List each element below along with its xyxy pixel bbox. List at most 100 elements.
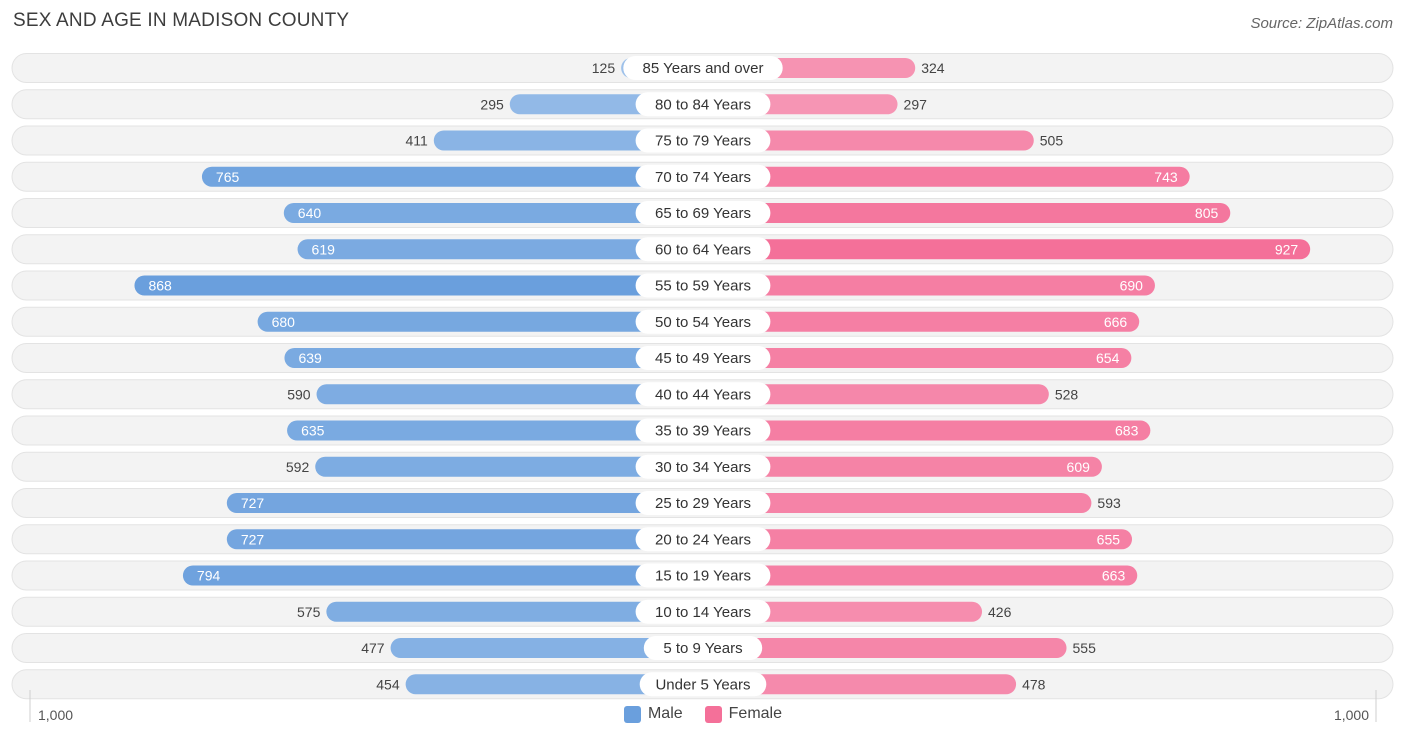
- category-label: 55 to 59 Years: [655, 278, 751, 295]
- male-bar: [287, 420, 703, 441]
- category-label-pill: [635, 382, 771, 407]
- category-label: 50 to 54 Years: [655, 314, 751, 331]
- category-label: 80 to 84 Years: [655, 96, 751, 113]
- axis-right-label: 1,000: [1333, 707, 1369, 723]
- category-label: Under 5 Years: [655, 676, 750, 693]
- male-value-label: 454: [376, 676, 400, 692]
- female-value-label: 297: [904, 96, 928, 112]
- male-bar: [226, 529, 703, 550]
- male-value-label: 125: [592, 60, 616, 76]
- category-label-pill: [639, 672, 767, 697]
- male-value-label: 640: [298, 205, 322, 221]
- male-bar: [405, 674, 703, 695]
- female-value-label: 666: [1104, 314, 1128, 330]
- male-value-label: 639: [298, 350, 322, 366]
- category-label: 20 to 24 Years: [655, 531, 751, 548]
- category-label-pill: [635, 309, 771, 334]
- female-value-label: 805: [1195, 205, 1219, 221]
- female-bar: [703, 529, 1133, 550]
- legend-item-male[interactable]: Male: [623, 705, 683, 723]
- male-bar: [226, 493, 703, 513]
- category-label-pill: [635, 164, 771, 189]
- male-bar: [182, 565, 703, 586]
- male-value-label: 477: [361, 640, 385, 656]
- male-value-label: 727: [241, 495, 265, 511]
- female-swatch: [704, 705, 722, 723]
- category-label: 5 to 9 Years: [663, 640, 742, 657]
- category-label-pill: [635, 346, 771, 370]
- category-label: 15 to 19 Years: [655, 568, 751, 585]
- female-bar: [703, 239, 1311, 260]
- male-value-label: 727: [241, 531, 265, 547]
- female-value-label: 324: [921, 60, 945, 76]
- category-label: 70 to 74 Years: [655, 169, 751, 186]
- male-bar: [297, 239, 703, 260]
- category-label-pill: [635, 599, 771, 624]
- male-value-label: 590: [287, 386, 311, 402]
- male-value-label: 295: [480, 96, 504, 112]
- female-value-label: 528: [1055, 386, 1079, 402]
- male-value-label: 680: [272, 314, 296, 330]
- female-value-label: 654: [1096, 350, 1120, 366]
- male-value-label: 765: [216, 169, 240, 185]
- female-value-label: 478: [1022, 676, 1046, 692]
- male-value-label: 592: [286, 459, 310, 475]
- legend: Male Female: [0, 705, 1406, 723]
- category-label: 65 to 69 Years: [655, 205, 751, 222]
- female-value-label: 683: [1115, 423, 1139, 439]
- female-value-label: 743: [1154, 169, 1178, 185]
- male-swatch: [623, 705, 641, 723]
- male-bar: [283, 203, 703, 223]
- category-label: 25 to 29 Years: [655, 495, 751, 512]
- male-bar: [201, 166, 704, 187]
- category-label-pill: [635, 128, 771, 153]
- category-label-pill: [635, 454, 771, 479]
- category-label: 10 to 14 Years: [655, 604, 751, 621]
- male-value-label: 635: [301, 423, 325, 439]
- female-value-label: 555: [1073, 640, 1097, 656]
- category-label-pill: [635, 273, 771, 298]
- category-label: 30 to 34 Years: [655, 459, 751, 476]
- female-bar: [703, 674, 1017, 695]
- female-value-label: 655: [1097, 531, 1121, 547]
- female-bar: [703, 166, 1190, 187]
- male-bar: [316, 384, 703, 405]
- category-label: 75 to 79 Years: [655, 133, 751, 150]
- male-bar: [284, 348, 703, 368]
- legend-item-female[interactable]: Female: [704, 705, 783, 723]
- axis-left-label: 1,000: [38, 707, 74, 723]
- female-value-label: 609: [1067, 459, 1091, 475]
- category-label-pill: [635, 237, 771, 262]
- female-value-label: 927: [1275, 241, 1299, 257]
- male-bar: [326, 601, 703, 622]
- female-bar: [703, 311, 1140, 332]
- male-bar: [390, 638, 703, 658]
- category-label-pill: [635, 563, 771, 588]
- category-label-pill: [623, 56, 783, 80]
- source-label: Source: ZipAtlas.com: [1250, 15, 1393, 32]
- female-bar: [703, 456, 1102, 477]
- category-label: 60 to 64 Years: [655, 241, 751, 258]
- legend-female-label: Female: [728, 705, 783, 722]
- female-bar: [703, 493, 1092, 513]
- male-value-label: 411: [405, 133, 428, 149]
- male-value-label: 575: [297, 604, 321, 620]
- female-bar: [703, 203, 1231, 223]
- category-label-pill: [635, 527, 771, 552]
- category-label-pill: [635, 418, 771, 443]
- female-bar: [703, 565, 1138, 586]
- male-bar: [315, 456, 703, 477]
- female-bar: [703, 275, 1155, 296]
- male-value-label: 619: [312, 241, 336, 257]
- female-bar: [703, 420, 1151, 441]
- female-bar: [703, 384, 1049, 405]
- category-label-pill: [643, 636, 763, 660]
- male-value-label: 868: [148, 278, 172, 294]
- category-label: 85 Years and over: [643, 60, 764, 77]
- male-bar: [134, 275, 703, 296]
- female-value-label: 690: [1120, 278, 1144, 294]
- category-label: 45 to 49 Years: [655, 350, 751, 367]
- male-value-label: 794: [197, 568, 221, 584]
- category-label-pill: [635, 491, 771, 515]
